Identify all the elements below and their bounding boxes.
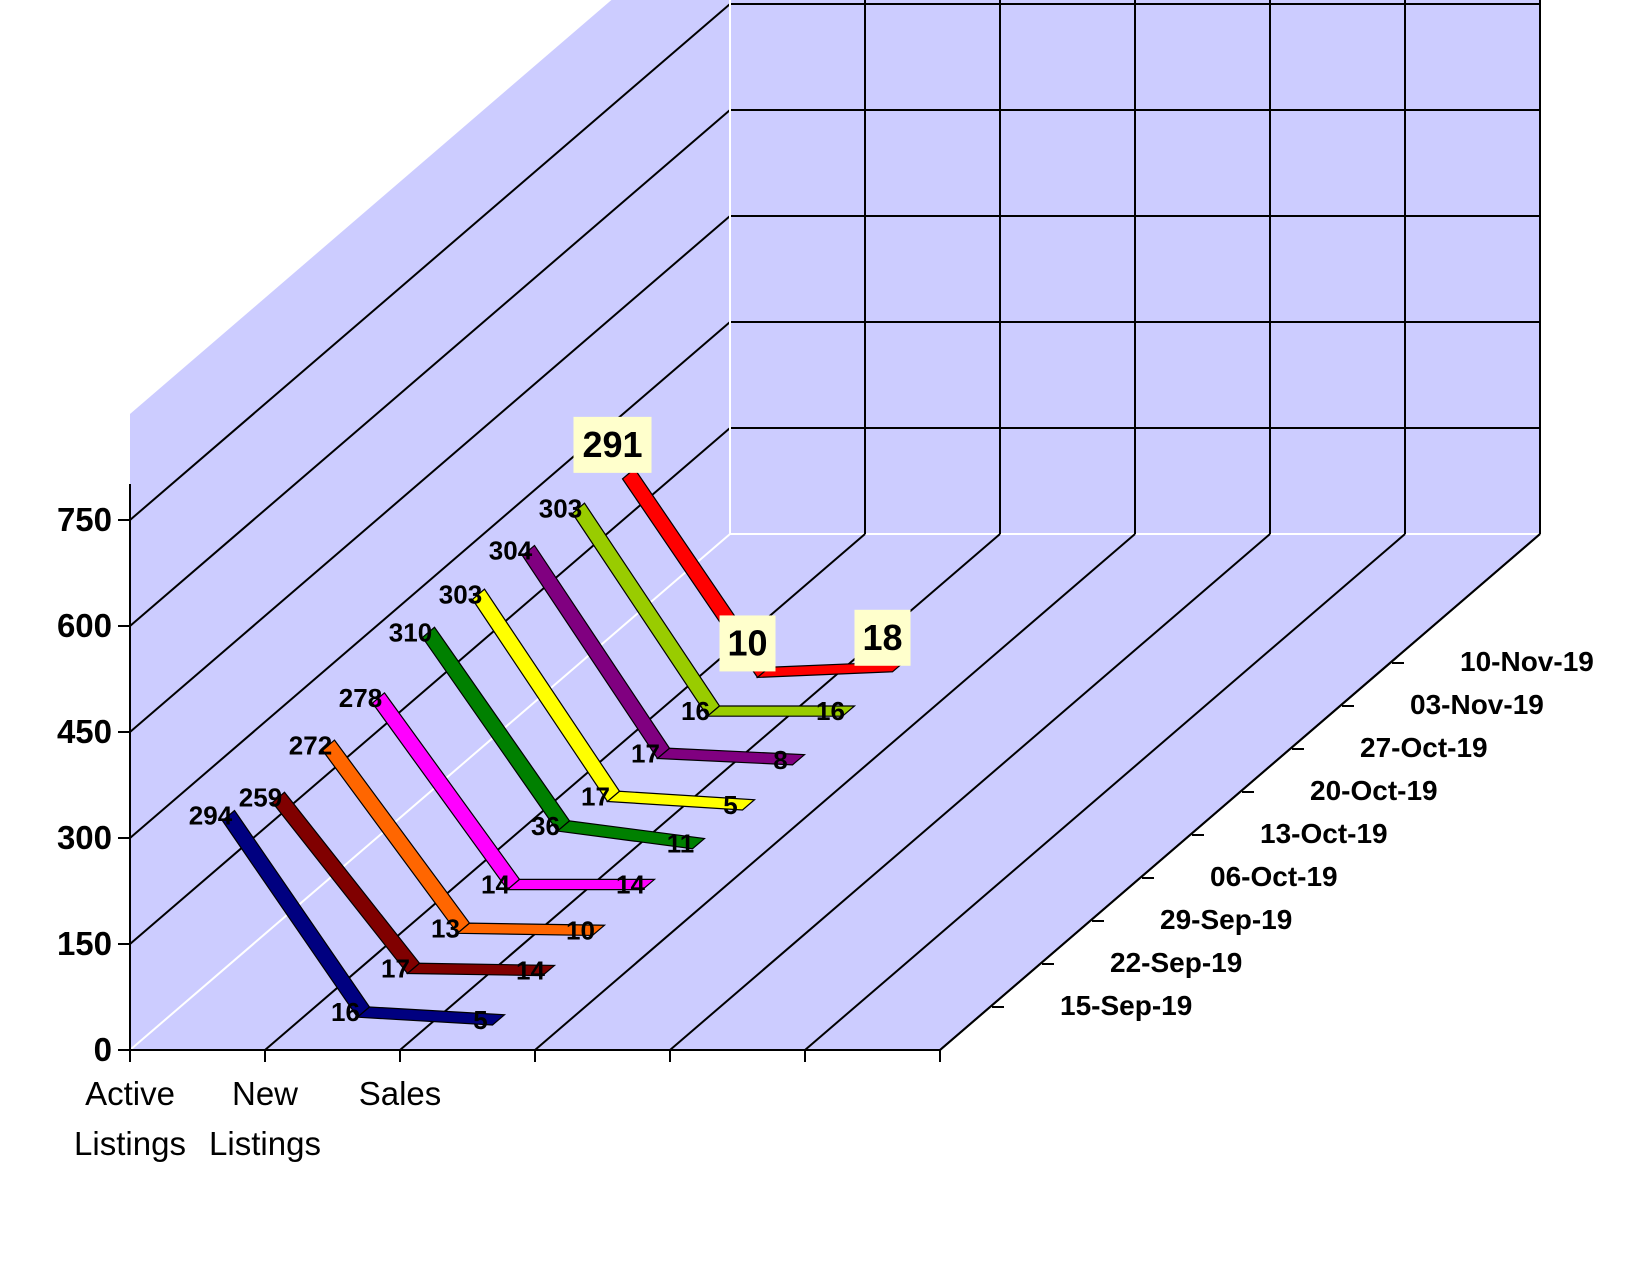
category-label: Listings: [74, 1125, 186, 1162]
chart-series: [221, 467, 907, 1026]
point-label: 18: [862, 617, 902, 658]
series-segment: [705, 705, 857, 717]
series-segment: [505, 878, 657, 891]
point-label: 17: [631, 738, 660, 768]
point-label-box: [854, 609, 911, 666]
series-date-label: 29-Sep-19: [1160, 904, 1292, 935]
series-date-label: 03-Nov-19: [1410, 689, 1544, 720]
side-wall-gridline: [129, 3, 731, 521]
side-wall-gridline: [129, 533, 731, 1051]
point-label: 5: [723, 790, 737, 820]
point-label: 303: [539, 493, 582, 523]
y-tick-label: 600: [57, 607, 112, 644]
floor-depth-line: [669, 533, 1271, 1051]
point-label: 14: [516, 956, 545, 986]
depth-axis-line: [939, 533, 1541, 1051]
point-label-box: [573, 416, 652, 473]
side-wall-gridline: [129, 427, 731, 945]
series-date-label: 22-Sep-19: [1110, 947, 1242, 978]
point-label: 291: [582, 424, 642, 465]
series-segment: [355, 1006, 507, 1026]
series-segment: [455, 922, 607, 937]
point-label: 310: [389, 617, 432, 647]
series-date-label: 15-Sep-19: [1060, 990, 1192, 1021]
y-tick-label: 750: [57, 501, 112, 538]
point-label: 10: [566, 915, 595, 945]
chart-point-labels: 291 10 18 303 16 16 304 17 8 303 17 5 310 36 11 278 14 14…: [189, 416, 911, 1035]
series-date-label: 27-Oct-19: [1360, 732, 1488, 763]
series-segment: [405, 962, 557, 977]
y-tick-label: 0: [94, 1031, 112, 1068]
point-label: 17: [581, 781, 610, 811]
point-label-box: [719, 615, 776, 672]
series-date-label: 13-Oct-19: [1260, 818, 1388, 849]
point-label: 14: [616, 870, 645, 900]
point-label: 16: [331, 997, 360, 1027]
point-label: 10: [727, 622, 767, 663]
point-label: 16: [816, 696, 845, 726]
side-wall-gridline: [129, 321, 731, 839]
category-label: Sales: [359, 1075, 442, 1112]
point-label: 304: [489, 536, 533, 566]
category-label: New: [232, 1075, 298, 1112]
point-label: 5: [473, 1005, 487, 1035]
series-segment: [605, 790, 757, 811]
y-tick-label: 150: [57, 925, 112, 962]
point-label: 13: [431, 913, 460, 943]
y-tick-label: 300: [57, 819, 112, 856]
point-label: 14: [481, 870, 510, 900]
point-label: 36: [531, 811, 560, 841]
category-label: Listings: [209, 1125, 321, 1162]
series-date-label: 06-Oct-19: [1210, 861, 1338, 892]
point-label: 259: [239, 782, 282, 812]
series-segment: [655, 747, 807, 766]
series-segment: [556, 820, 706, 850]
chart-walls: [130, 0, 1540, 1050]
series-date-label: 20-Oct-19: [1310, 775, 1438, 806]
point-label: 8: [773, 745, 787, 775]
point-label: 17: [381, 953, 410, 983]
side-wall-gridline: [129, 109, 731, 627]
point-label: 16: [681, 696, 710, 726]
floor-depth-line: [534, 533, 1136, 1051]
chart-axes: 0 150 300 450 600 750 Active Listings New Listing…: [57, 484, 1594, 1162]
floor-depth-line: [804, 533, 1406, 1051]
y-tick-label: 450: [57, 713, 112, 750]
point-label: 294: [189, 801, 233, 831]
category-label: Active: [85, 1075, 175, 1112]
point-label: 278: [339, 683, 382, 713]
series-date-label: 10-Nov-19: [1460, 646, 1594, 677]
side-wall-gridline: [129, 215, 731, 733]
chart-side-wall: [130, 0, 730, 1050]
point-label: 303: [439, 579, 482, 609]
point-label: 272: [289, 730, 332, 760]
point-label: 11: [667, 829, 695, 859]
